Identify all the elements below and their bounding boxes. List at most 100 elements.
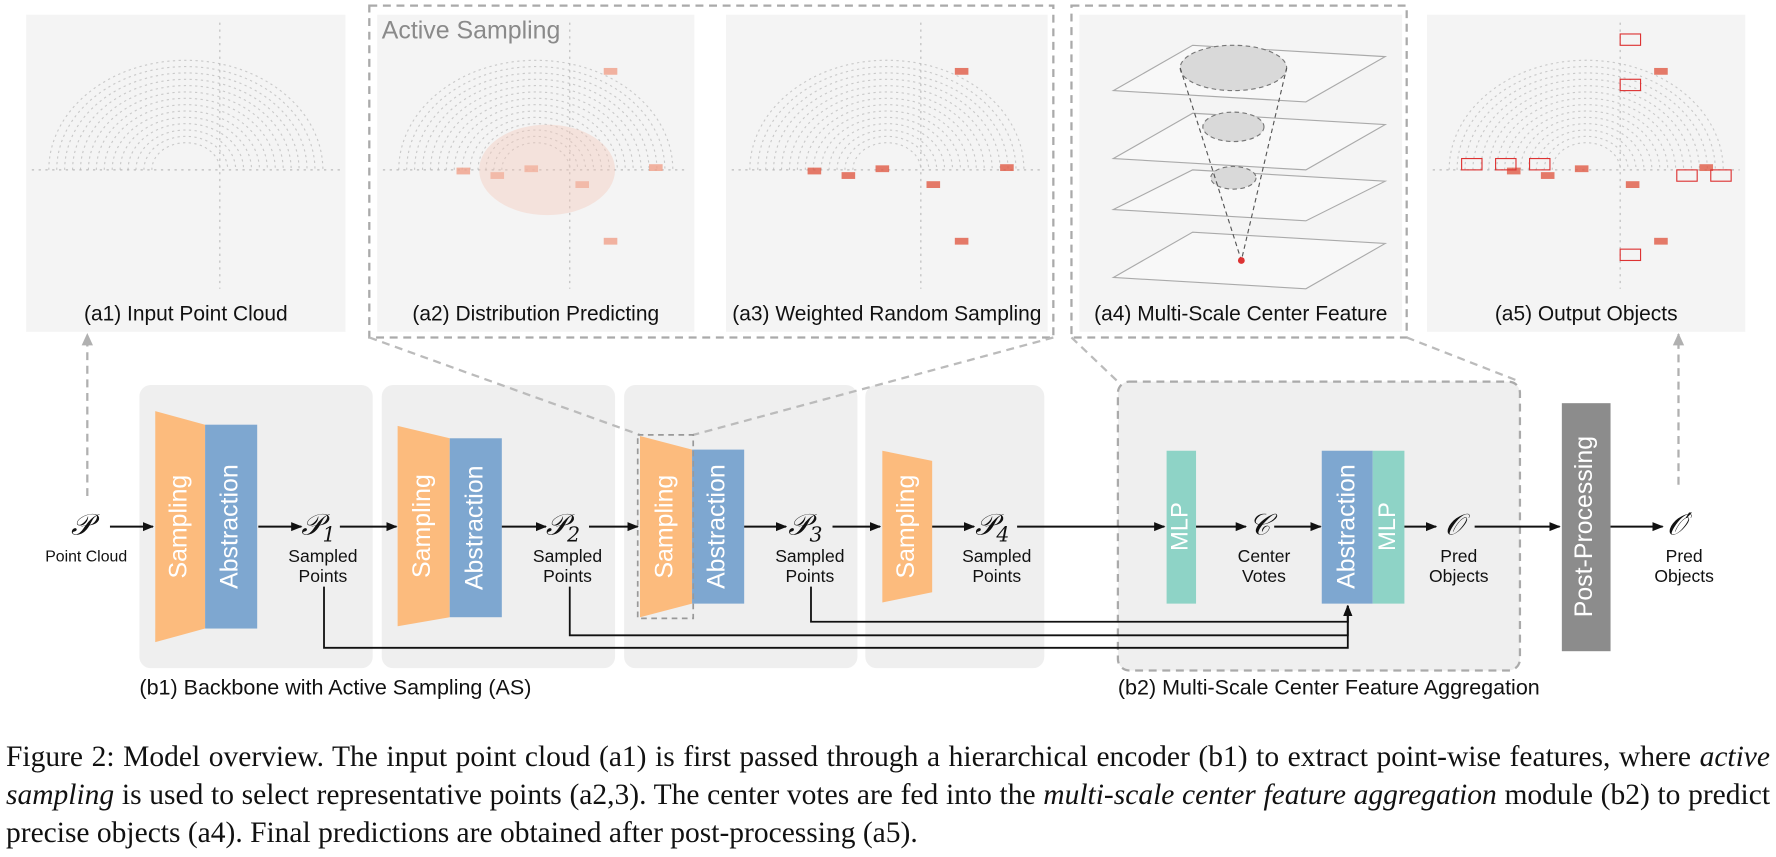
point-cloud-ring bbox=[119, 116, 253, 170]
section-label: (b2) Multi-Scale Center Feature Aggregat… bbox=[1118, 675, 1540, 699]
point-cloud-ring bbox=[453, 104, 618, 170]
highlight-points bbox=[603, 67, 618, 75]
mlp-label: MLP bbox=[1374, 502, 1401, 551]
figure: (a1) Input Point Cloud (a2) Distribution … bbox=[26, 4, 1746, 699]
node-label: Sampled bbox=[962, 546, 1031, 566]
sampling-block bbox=[397, 425, 450, 627]
point-cloud-ring bbox=[1488, 91, 1685, 170]
point-cloud-ring bbox=[445, 97, 626, 170]
object-box bbox=[1619, 78, 1642, 92]
point-cloud-ring bbox=[828, 123, 946, 170]
node-label: Pred bbox=[1440, 546, 1477, 566]
point-cloud-ring bbox=[95, 97, 276, 170]
highlight-points bbox=[1506, 167, 1521, 175]
point-cloud-ring bbox=[429, 85, 642, 170]
point-cloud-ring bbox=[1464, 72, 1708, 170]
caption-text: is used to select representative points … bbox=[114, 779, 1044, 811]
highlight-points bbox=[926, 181, 941, 188]
feature-plane bbox=[1111, 231, 1388, 290]
sampling-block bbox=[882, 450, 933, 603]
point-cloud-ring bbox=[1448, 59, 1724, 170]
sampling-label: Sampling bbox=[408, 474, 436, 578]
center-feature-box bbox=[1070, 4, 1408, 339]
scale-region bbox=[1210, 165, 1257, 190]
point-cloud-ring bbox=[493, 135, 579, 170]
node-label: Points bbox=[972, 566, 1021, 586]
abstraction-block bbox=[1321, 450, 1373, 604]
highlight-points bbox=[1654, 237, 1668, 245]
point-cloud-ring bbox=[485, 129, 587, 170]
sampling-label: Sampling bbox=[651, 475, 679, 579]
panel-label: (a4) Multi-Scale Center Feature bbox=[1094, 302, 1387, 325]
point-cloud-ring bbox=[1519, 116, 1653, 170]
point-cloud-ring bbox=[1504, 104, 1669, 170]
point-cloud-ring bbox=[1496, 97, 1677, 170]
highlight-points bbox=[1574, 165, 1589, 173]
node-symbol-text: 𝒫 bbox=[71, 508, 100, 542]
scale-region bbox=[1179, 44, 1288, 92]
zoom-guide bbox=[368, 336, 641, 436]
node-label: Sampled bbox=[533, 546, 602, 566]
post-processing-label: Post-Processing bbox=[1570, 436, 1598, 617]
zoom-marker bbox=[636, 434, 695, 620]
panel-label: (a2) Distribution Predicting bbox=[412, 302, 659, 325]
point-cloud-ring bbox=[804, 104, 969, 170]
point-cloud-ring bbox=[773, 78, 1001, 170]
point-cloud-ring bbox=[48, 59, 324, 170]
node-subscript: 1 bbox=[322, 522, 335, 546]
object-box bbox=[1529, 157, 1551, 171]
point-cloud-ring bbox=[757, 66, 1017, 170]
node-subscript: 4 bbox=[995, 522, 1009, 546]
node-label: Objects bbox=[1429, 566, 1489, 586]
node-label: Points bbox=[785, 566, 834, 586]
object-box bbox=[1676, 169, 1698, 182]
node-label: Center bbox=[1238, 546, 1291, 566]
sampling-block bbox=[639, 436, 693, 618]
scale-region bbox=[1202, 111, 1265, 143]
highlight-points bbox=[1540, 172, 1555, 179]
point-cloud-ring bbox=[1527, 123, 1645, 170]
highlight-points bbox=[456, 167, 471, 175]
point-cloud-ring bbox=[820, 116, 954, 170]
node-label: Votes bbox=[1242, 566, 1286, 586]
panel-image bbox=[726, 14, 1048, 332]
point-cloud-ring bbox=[780, 85, 993, 170]
highlight-points bbox=[524, 165, 539, 173]
section-label: (b1) Backbone with Active Sampling (AS) bbox=[139, 675, 531, 699]
point-cloud-ring bbox=[1456, 66, 1716, 170]
object-box bbox=[1619, 248, 1642, 262]
node-symbol-text: 𝒪′ bbox=[1667, 508, 1693, 542]
node-symbol: 𝒫 bbox=[71, 508, 100, 542]
caption-emphasis: multi-scale center feature aggregation bbox=[1043, 779, 1497, 811]
point-cloud-ring bbox=[1551, 142, 1621, 170]
point-cloud-ring bbox=[1543, 135, 1629, 170]
sampling-label: Sampling bbox=[892, 475, 920, 579]
node-label: Points bbox=[543, 566, 592, 586]
node-label: Pred bbox=[1666, 546, 1703, 566]
caption: Figure 2: Model overview. The input poin… bbox=[6, 738, 1770, 852]
highlight-points bbox=[954, 67, 969, 75]
node-label: Points bbox=[298, 566, 347, 586]
highlight-points bbox=[575, 181, 590, 188]
object-box bbox=[1461, 157, 1483, 171]
point-cloud-ring bbox=[421, 78, 650, 170]
point-cloud-ring bbox=[749, 59, 1025, 170]
point-cloud-ring bbox=[398, 59, 674, 170]
highlight-points bbox=[954, 237, 969, 245]
point-cloud-ring bbox=[844, 135, 930, 170]
point-cloud-ring bbox=[87, 91, 284, 170]
node-symbol: 𝒫1 bbox=[301, 508, 335, 547]
node-label: Sampled bbox=[288, 546, 357, 566]
point-cloud-ring bbox=[796, 97, 977, 170]
zoom-guide bbox=[1406, 336, 1521, 383]
node-subscript: 2 bbox=[566, 522, 580, 546]
abstraction-label: Abstraction bbox=[1332, 464, 1360, 589]
caption-text: Figure 2: Model overview. The input poin… bbox=[6, 741, 1700, 773]
active-sampling-title: Active Sampling bbox=[382, 16, 561, 44]
panel-image bbox=[1427, 14, 1746, 332]
caption-text: module (b2) to predict precise objects (… bbox=[6, 779, 1771, 849]
object-box bbox=[1619, 33, 1642, 46]
panel-image bbox=[377, 14, 695, 332]
abstraction-label: Abstraction bbox=[460, 465, 488, 590]
